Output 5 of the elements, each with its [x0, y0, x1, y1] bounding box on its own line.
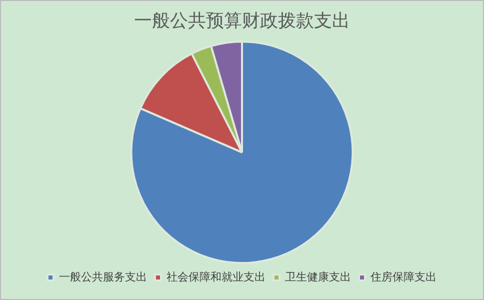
legend-label: 卫生健康支出 [285, 270, 351, 284]
chart-title: 一般公共预算财政拨款支出 [134, 10, 350, 32]
legend-label: 住房保障支出 [370, 270, 436, 284]
legend-label: 一般公共服务支出 [59, 270, 147, 284]
legend-label: 社会保障和就业支出 [166, 270, 266, 284]
